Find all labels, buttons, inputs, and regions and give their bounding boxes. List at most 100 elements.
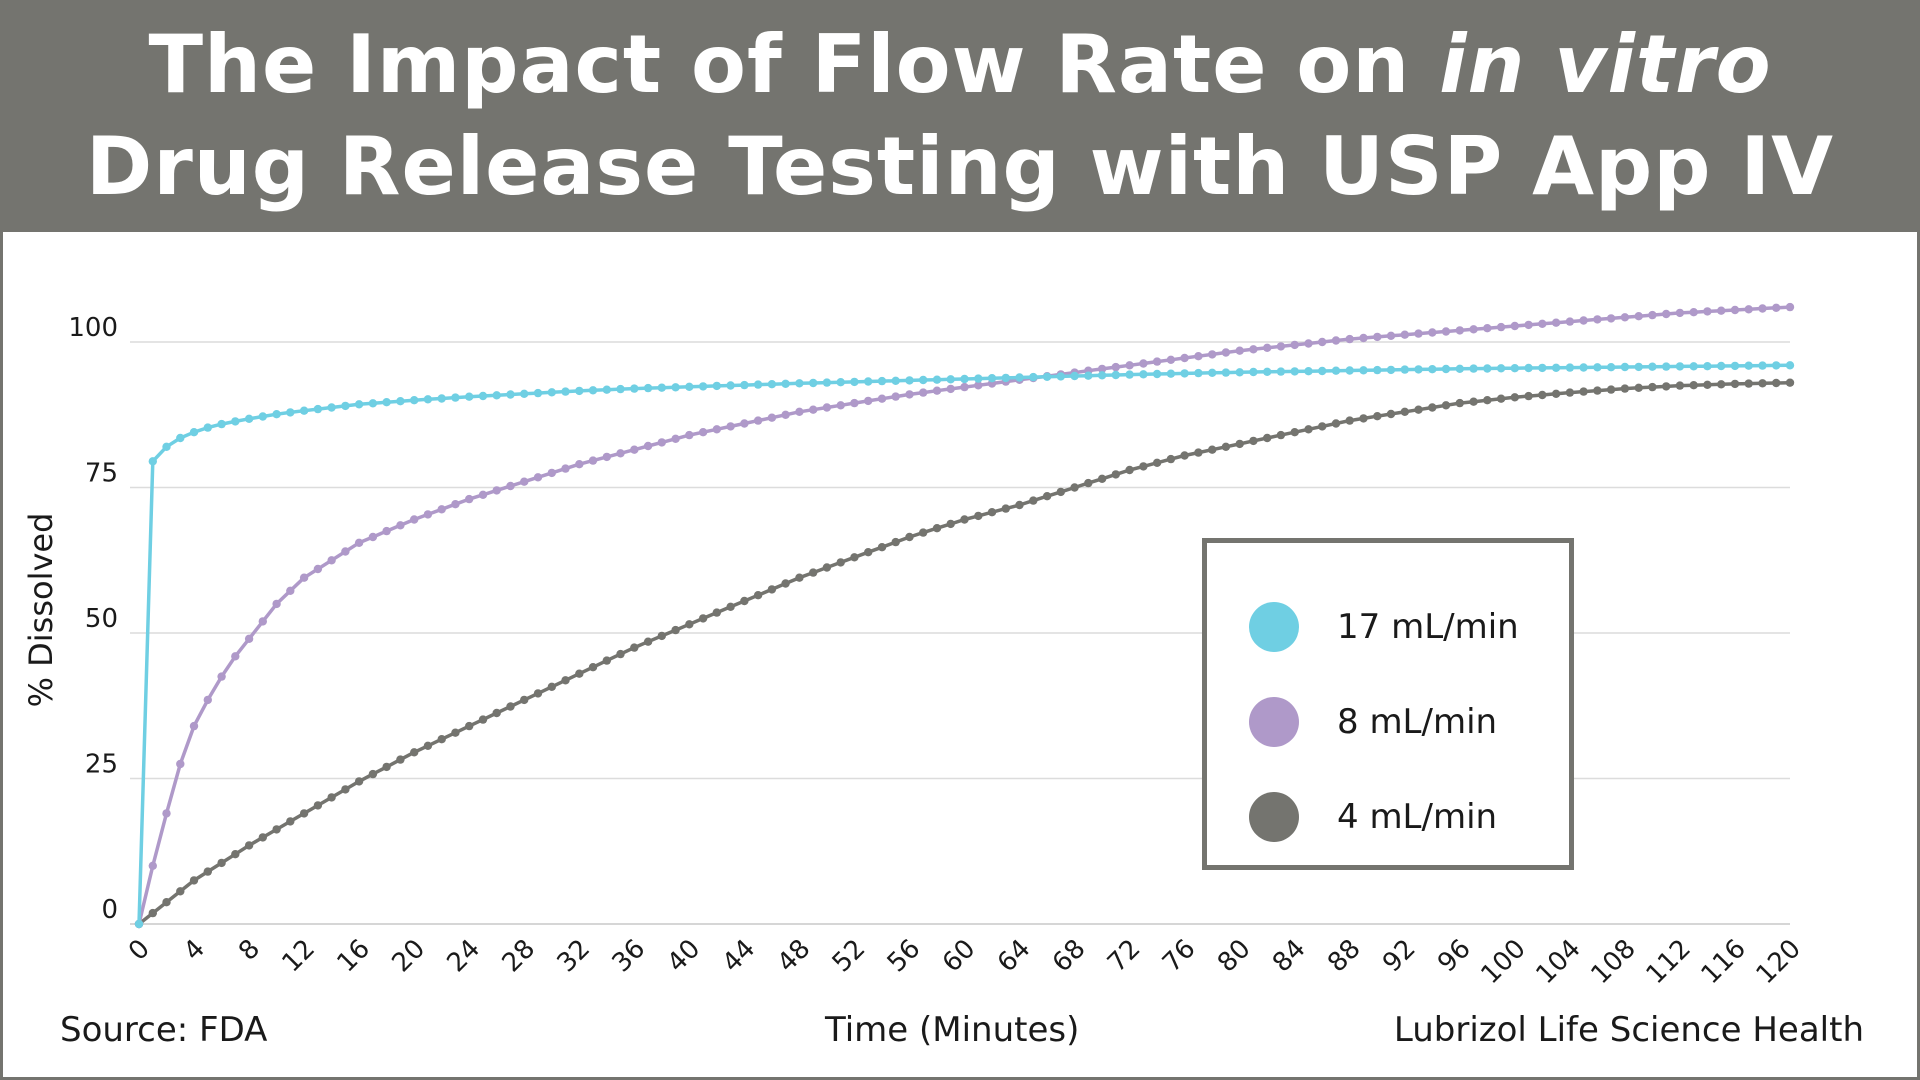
data-point [520, 389, 529, 398]
data-point [1386, 331, 1396, 340]
data-point [148, 861, 157, 870]
x-tick-label: 104 [1531, 934, 1587, 990]
data-point [1744, 305, 1753, 314]
data-point [1703, 362, 1712, 371]
data-point [1084, 478, 1093, 488]
data-point [1235, 346, 1244, 355]
data-point [354, 777, 364, 786]
data-point [1689, 308, 1698, 317]
data-point [1249, 436, 1258, 446]
data-point [547, 682, 556, 691]
data-point [1785, 378, 1795, 387]
data-point [905, 390, 914, 399]
data-point [327, 793, 336, 802]
y-axis-label: % Dissolved [22, 513, 60, 708]
data-point [1194, 368, 1203, 378]
data-point [1359, 333, 1368, 343]
data-point [753, 416, 763, 425]
legend-swatch-8-ml-min [1249, 697, 1299, 747]
data-point [864, 377, 873, 386]
data-point [465, 721, 474, 731]
data-point [1469, 364, 1478, 373]
data-point [685, 430, 694, 440]
data-point [1111, 370, 1121, 380]
x-tick-label: 112 [1641, 934, 1697, 990]
data-point [1359, 366, 1368, 375]
y-tick-label: 100 [68, 313, 118, 343]
data-point [465, 494, 474, 504]
data-point [671, 434, 680, 443]
data-point [506, 390, 515, 399]
data-point [1455, 326, 1465, 335]
data-point [616, 649, 625, 659]
data-point [616, 449, 625, 458]
data-point [809, 378, 818, 388]
data-point [1524, 363, 1533, 373]
data-point [437, 394, 446, 403]
x-tick-label: 84 [1267, 934, 1312, 979]
data-point [657, 631, 666, 641]
data-point [891, 376, 900, 385]
data-point [974, 374, 983, 383]
data-point [588, 663, 598, 672]
x-tick-label: 36 [607, 934, 652, 979]
x-axis-ticks: 0 4 8 12 16 20 24 28 32 36 40 44 48 52 56 60 64 68 72 76 80 8… [123, 934, 1807, 990]
data-point [1111, 362, 1121, 372]
legend-item-8-ml-min: 8 mL/min [1249, 696, 1497, 748]
data-point [286, 586, 295, 595]
legend-item-17-ml-min: 17 mL/min [1249, 601, 1519, 653]
data-point [272, 825, 281, 834]
data-point [451, 500, 460, 509]
x-tick-label: 88 [1322, 934, 1367, 979]
data-point [1689, 381, 1698, 390]
data-point [506, 702, 515, 711]
data-point [1551, 363, 1561, 372]
x-tick-label: 4 [178, 934, 211, 967]
data-point [189, 428, 199, 437]
data-point [630, 445, 639, 454]
data-point [176, 759, 185, 769]
data-point [1276, 430, 1286, 440]
data-point [1469, 397, 1478, 406]
x-tick-label: 24 [442, 934, 487, 979]
data-point [643, 383, 653, 393]
data-point [1015, 500, 1024, 510]
data-point [740, 419, 749, 428]
data-point [244, 841, 254, 850]
x-tick-label: 28 [497, 934, 542, 979]
data-point [960, 515, 969, 524]
data-point [1290, 340, 1299, 350]
data-point [1758, 361, 1767, 370]
data-point [822, 563, 832, 572]
x-tick-label: 96 [1432, 934, 1477, 979]
data-point [162, 898, 171, 907]
data-point [1290, 428, 1299, 437]
legend-label-4-ml-min: 4 mL/min [1337, 797, 1498, 837]
data-point [134, 919, 144, 929]
data-point [919, 528, 928, 537]
data-point [1483, 364, 1492, 373]
data-point [1166, 454, 1176, 464]
x-tick-label: 108 [1586, 934, 1642, 990]
x-tick-label: 12 [276, 934, 321, 979]
chart-title-italic: in vitro [1439, 18, 1772, 111]
data-point [286, 817, 295, 826]
data-point [451, 393, 460, 402]
data-point [1042, 372, 1052, 381]
data-point [1717, 306, 1726, 315]
data-point [1730, 305, 1740, 315]
data-point [1152, 357, 1162, 366]
data-point [1606, 314, 1616, 323]
data-point [712, 608, 721, 617]
data-point [1373, 332, 1382, 342]
data-point [203, 423, 212, 432]
data-point [1249, 345, 1258, 354]
data-point [1606, 385, 1616, 394]
data-point [1620, 313, 1630, 322]
data-point [919, 375, 928, 385]
data-point [1180, 451, 1189, 460]
data-point [382, 762, 391, 772]
data-point [1455, 398, 1465, 408]
data-point [1373, 412, 1382, 421]
data-point [1565, 388, 1575, 397]
